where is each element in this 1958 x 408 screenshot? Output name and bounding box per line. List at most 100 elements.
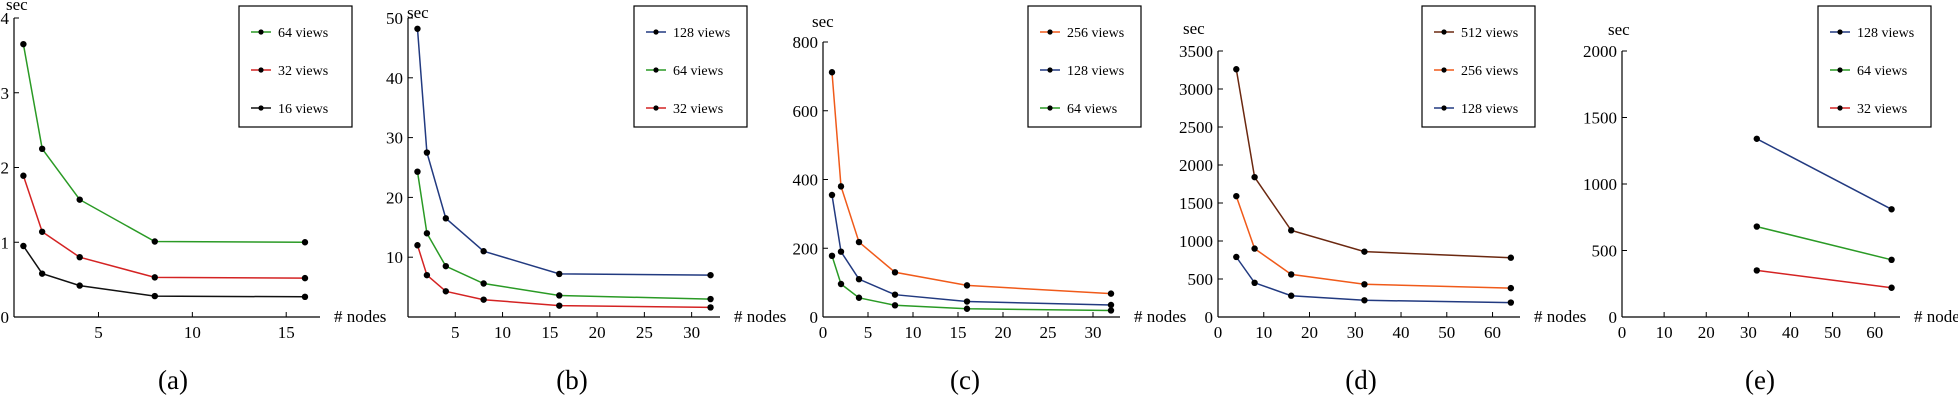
x-axis-name-label: # nodes: [1134, 307, 1186, 326]
y-tick-label: 10: [386, 248, 403, 267]
data-point: [480, 296, 487, 303]
legend-entry-label: 16 views: [278, 102, 328, 117]
chart-panel-2: 10 20 30 40 50 5 10 15 20 25 30 sec # nodes 128 views…: [386, 3, 786, 395]
x-tick-label: 0: [819, 323, 828, 342]
y-axis-unit-label: sec: [1608, 20, 1630, 39]
legend-swatch-point: [1837, 67, 1843, 73]
panel-label: (b): [556, 365, 587, 395]
legend-box: [633, 5, 748, 128]
x-tick-label: 30: [1740, 323, 1757, 342]
data-point: [442, 215, 450, 222]
chart-panel-3: 0 200 400 600 800 0 5 10 15 20 25 30 sec # nodes 256 v…: [793, 5, 1186, 395]
data-point: [301, 293, 309, 301]
legend: 64 views 32 views 16 views: [238, 5, 353, 128]
data-point: [76, 254, 83, 261]
x-tick-label: 20: [1301, 323, 1318, 342]
x-tick-label: 20: [995, 323, 1012, 342]
legend-swatch-point: [1047, 67, 1053, 73]
x-tick-label: 30: [1347, 323, 1364, 342]
y-tick-label: 2: [1, 159, 10, 178]
data-point: [1251, 173, 1258, 181]
legend-entry-label: 128 views: [1461, 102, 1518, 117]
data-point: [707, 295, 714, 303]
legend-entry-label: 64 views: [278, 26, 328, 41]
series-line-1: [831, 72, 1112, 295]
data-point: [891, 302, 899, 309]
data-point: [1753, 223, 1760, 230]
data-point: [301, 239, 309, 246]
legend-swatch-point: [1441, 105, 1447, 111]
series-line-3: [831, 255, 1112, 312]
legend-entry-label: 128 views: [1067, 64, 1124, 79]
y-tick-label: 500: [1188, 270, 1214, 289]
panel-label: (e): [1745, 365, 1775, 395]
data-point: [1251, 279, 1258, 286]
data-point: [963, 305, 971, 312]
x-tick-label: 40: [1782, 323, 1799, 342]
data-point: [707, 304, 714, 311]
data-point: [556, 302, 563, 309]
y-tick-label: 400: [793, 171, 819, 190]
data-point: [556, 292, 563, 299]
legend-entry-label: 32 views: [673, 102, 723, 117]
data-point: [556, 270, 563, 278]
x-tick-label: 15: [541, 323, 558, 342]
legend-swatch-point: [258, 29, 264, 35]
data-point: [423, 230, 431, 237]
data-point: [423, 149, 431, 156]
data-point: [1107, 307, 1115, 314]
legend-swatch-point: [1837, 29, 1843, 35]
panel-label: (d): [1345, 365, 1376, 395]
y-tick-label: 4: [1, 9, 10, 28]
data-point: [1251, 245, 1258, 252]
legend-entry-label: 512 views: [1461, 26, 1518, 41]
y-axis-unit-label: sec: [6, 0, 28, 14]
data-point: [1507, 299, 1515, 306]
series-line-1: [1756, 138, 1892, 210]
data-point: [1888, 284, 1895, 291]
legend-box: [1817, 5, 1932, 128]
y-tick-label: 200: [793, 239, 819, 258]
y-tick-label: 2000: [1583, 42, 1617, 61]
y-tick-label: 40: [386, 69, 403, 88]
panel-label: (a): [158, 365, 188, 395]
data-point: [891, 269, 899, 276]
data-point: [151, 292, 158, 300]
data-point: [1507, 254, 1515, 261]
legend-swatch-point: [258, 105, 264, 111]
legend-entry-label: 64 views: [1067, 102, 1117, 117]
data-point: [828, 69, 836, 76]
legend-swatch-point: [1047, 105, 1053, 111]
x-tick-label: 25: [636, 323, 653, 342]
y-tick-label: 1000: [1583, 175, 1617, 194]
y-tick-label: 50: [386, 9, 403, 28]
data-point: [1361, 297, 1368, 304]
y-tick-label: 2000: [1179, 156, 1213, 175]
data-point: [20, 40, 27, 48]
x-tick-label: 20: [1698, 323, 1715, 342]
series-line-2: [22, 175, 306, 279]
x-tick-label: 10: [1255, 323, 1272, 342]
y-tick-label: 1500: [1179, 194, 1213, 213]
data-point: [414, 242, 421, 249]
legend-entry-label: 256 views: [1067, 26, 1124, 41]
chart-panel-5: 0 500 1000 1500 2000 0 10 20 30 40 50 60 sec # nodes 1…: [1583, 5, 1958, 395]
data-point: [1361, 248, 1368, 255]
data-point: [1507, 284, 1515, 292]
legend-entry-label: 64 views: [673, 64, 723, 79]
data-point: [1233, 66, 1240, 73]
data-point: [423, 271, 431, 279]
y-tick-label: 0: [810, 308, 819, 327]
x-tick-label: 10: [1656, 323, 1673, 342]
y-axis-unit-label: sec: [1183, 19, 1205, 38]
series-line-2: [1756, 225, 1892, 261]
legend-swatch-point: [1441, 67, 1447, 73]
x-tick-label: 5: [864, 323, 873, 342]
legend-swatch-point: [653, 29, 659, 35]
legend-entry-label: 128 views: [673, 26, 730, 41]
data-point: [480, 248, 487, 255]
data-point: [1233, 253, 1240, 261]
legend-swatch-point: [258, 67, 264, 73]
data-point: [837, 280, 845, 288]
series-line-3: [1756, 269, 1892, 289]
